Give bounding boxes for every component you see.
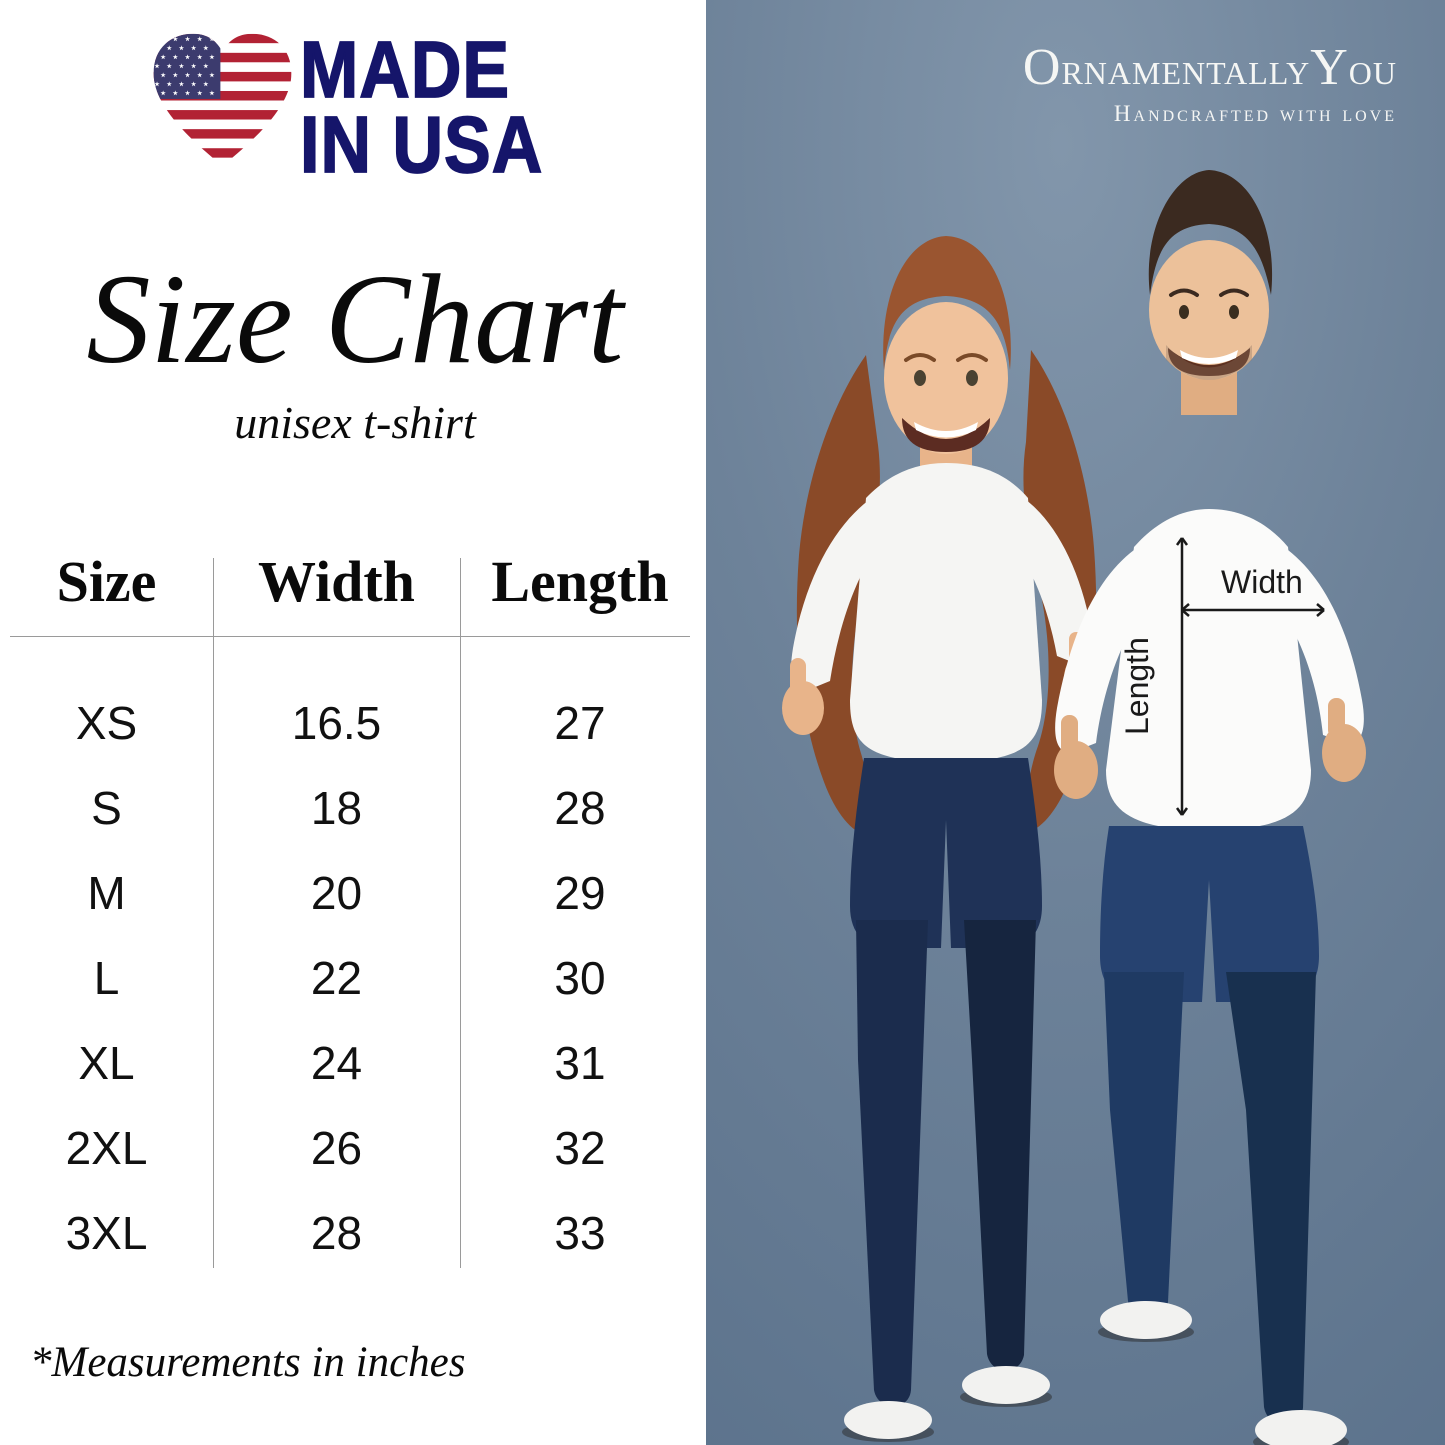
svg-text:Length: Length xyxy=(1119,637,1155,735)
svg-text:Width: Width xyxy=(1221,564,1303,600)
